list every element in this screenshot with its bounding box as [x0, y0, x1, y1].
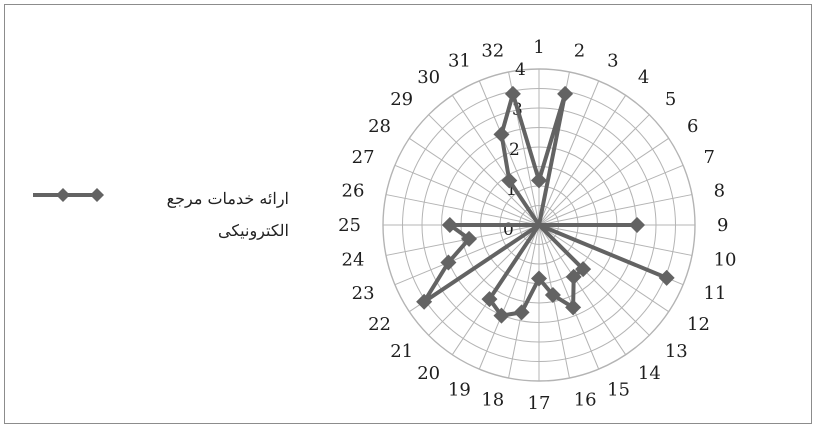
category-label: 8: [714, 180, 725, 201]
data-point-marker: [481, 291, 498, 308]
category-label: 29: [390, 89, 413, 110]
category-label: 7: [703, 147, 714, 168]
series-layer: [416, 85, 675, 324]
grid-spoke: [538, 224, 693, 256]
data-point-marker: [493, 126, 510, 143]
grid-spoke: [478, 224, 540, 370]
grid-spoke: [538, 194, 693, 226]
data-point-marker: [493, 307, 510, 324]
category-label: 21: [390, 341, 413, 362]
category-labels: 1 2 34567891011121314151617181920212223242…: [338, 37, 736, 414]
data-point-marker: [658, 269, 675, 286]
category-label: 4: [638, 67, 649, 88]
data-point-marker: [531, 270, 547, 287]
category-label: 28: [368, 116, 391, 137]
category-label: 30: [417, 67, 440, 88]
category-label: 19: [448, 379, 471, 400]
data-point-marker: [565, 268, 582, 285]
category-label: 32: [481, 40, 504, 61]
grid-spoke: [538, 224, 600, 370]
grid-spoke: [508, 224, 540, 379]
category-label: 22: [368, 314, 391, 335]
category-label: 2: [574, 40, 585, 61]
grid-spoke: [538, 95, 627, 226]
data-point-marker: [461, 230, 478, 247]
data-point-marker: [531, 172, 547, 189]
category-label: 27: [352, 147, 375, 168]
legend-series-marker: [33, 188, 104, 202]
grid-spoke: [428, 114, 540, 226]
category-label: 18: [481, 390, 504, 411]
data-point-marker: [575, 261, 592, 278]
category-label: 6: [687, 116, 698, 137]
category-label: 9: [717, 215, 728, 236]
category-label: 15: [607, 379, 630, 400]
grid-spoke: [409, 137, 540, 226]
category-label: 11: [703, 283, 726, 304]
grid-spoke: [478, 80, 540, 226]
category-label: 24: [342, 250, 365, 271]
grid-spoke: [428, 224, 540, 336]
data-point-marker: [565, 299, 582, 316]
category-label: 13: [665, 341, 688, 362]
grid-spoke: [538, 80, 600, 226]
data-point-marker: [557, 85, 574, 102]
grid-spoke: [538, 164, 684, 226]
data-point-marker: [544, 286, 561, 303]
legend-label-line2: الکترونیکی: [218, 221, 289, 240]
grid-spoke: [394, 224, 540, 286]
category-label: 26: [342, 180, 365, 201]
grid-spoke: [538, 224, 669, 313]
radial-tick-label: 1: [506, 180, 517, 200]
radial-tick-label: 4: [515, 60, 526, 80]
category-label: 25: [338, 215, 361, 236]
category-label: 20: [417, 363, 440, 384]
category-label: 10: [714, 250, 737, 271]
legend-label-line1: ارائه خدمات مرجع: [166, 189, 289, 208]
data-point-marker: [513, 304, 530, 321]
data-point-marker: [504, 85, 521, 102]
legend-label: ارائه خدمات مرجع الکترونیکی: [27, 183, 289, 247]
category-label: 1: [533, 37, 544, 58]
category-label: 17: [528, 393, 551, 414]
grid-spoke: [394, 164, 540, 226]
category-label: 5: [665, 89, 676, 110]
data-point-marker: [441, 217, 458, 233]
category-label: 14: [638, 363, 661, 384]
data-point-marker: [416, 293, 433, 310]
grid-spoke: [538, 114, 650, 226]
category-label: 12: [687, 314, 710, 335]
radial-tick-label: 0: [503, 220, 514, 240]
grid-spoke: [385, 194, 540, 226]
category-label: 23: [352, 283, 375, 304]
radial-tick-label: 2: [509, 140, 520, 160]
grid-spoke: [538, 224, 627, 355]
category-label: 31: [448, 51, 471, 72]
data-point-marker: [501, 172, 518, 189]
category-label: 16: [574, 390, 597, 411]
grid-spoke: [538, 137, 669, 226]
legend: ارائه خدمات مرجع الکترونیکی: [27, 183, 297, 253]
data-point-marker: [440, 254, 457, 271]
data-point-marker: [629, 217, 646, 233]
category-label: 3: [607, 51, 618, 72]
